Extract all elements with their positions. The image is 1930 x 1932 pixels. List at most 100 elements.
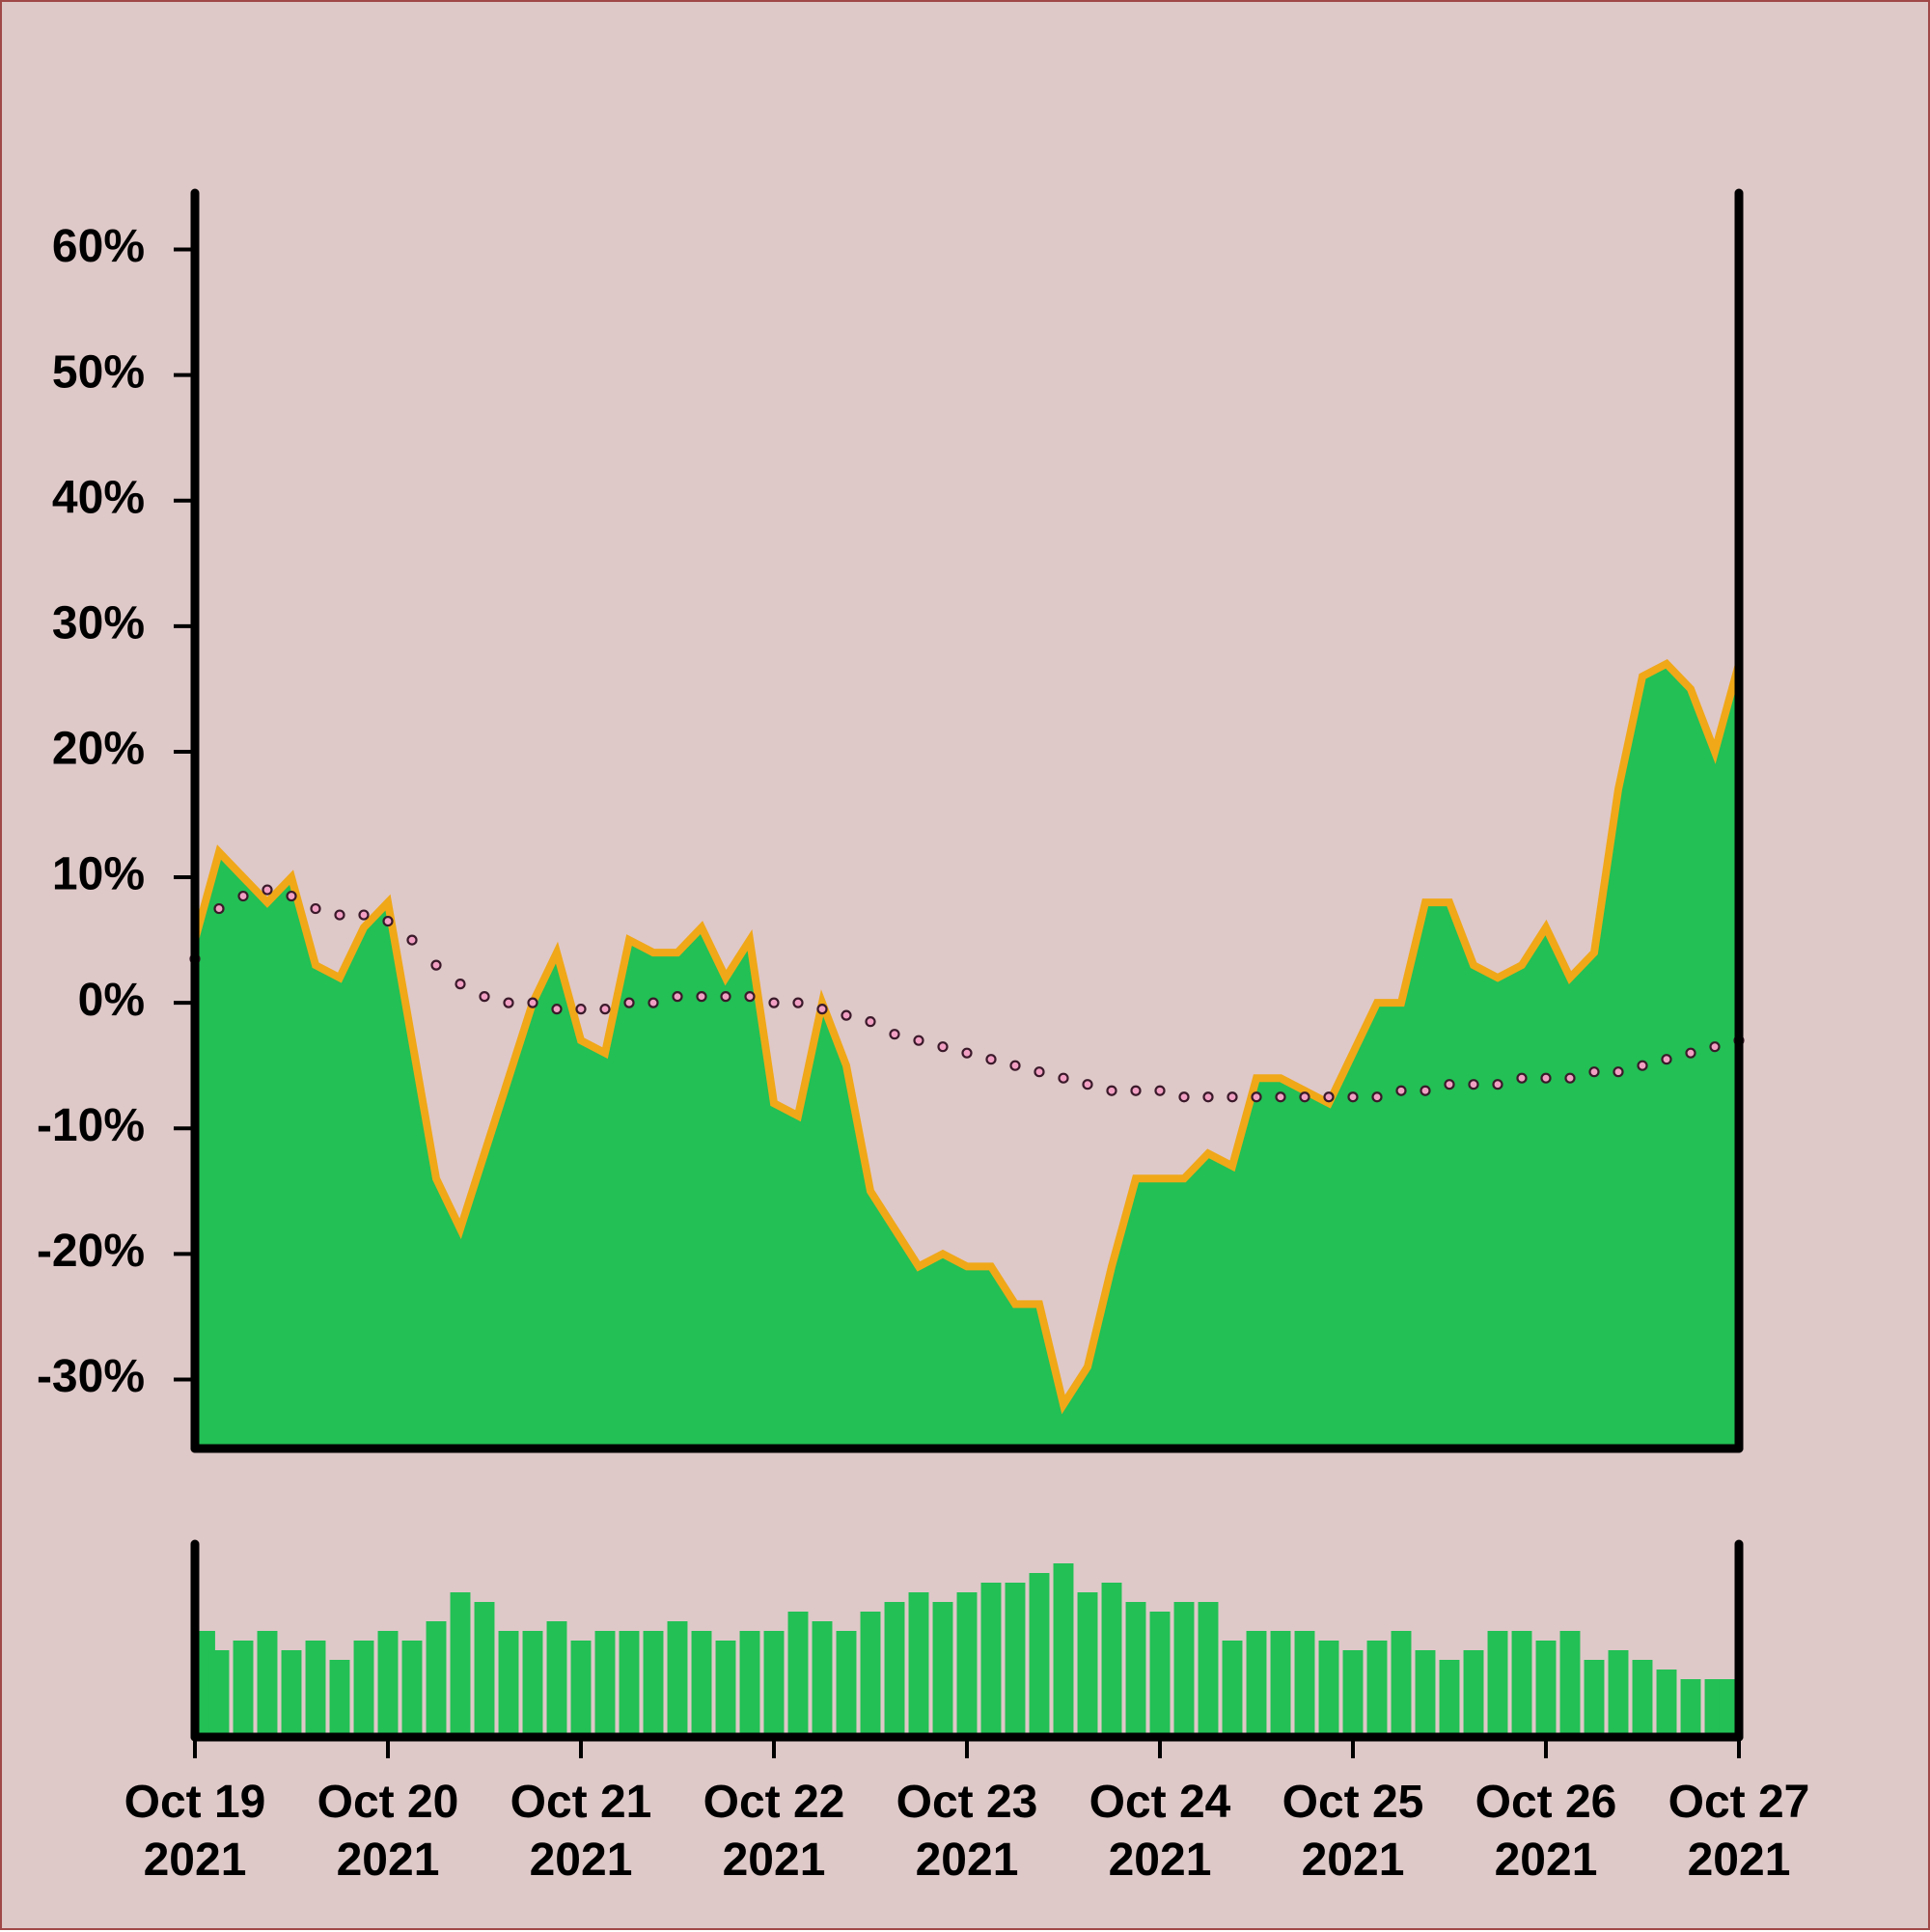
volume-bar	[932, 1602, 953, 1737]
volume-bar	[1366, 1641, 1388, 1737]
volume-bar	[377, 1631, 399, 1737]
moving-average-point	[1130, 1085, 1142, 1096]
volume-bar	[1415, 1650, 1436, 1737]
moving-average-point	[1516, 1072, 1528, 1084]
y-tick-label: 30%	[52, 598, 145, 649]
volume-bar	[1559, 1631, 1581, 1737]
volume-bar	[619, 1631, 640, 1737]
moving-average-point	[1347, 1091, 1359, 1103]
moving-average-point	[1540, 1072, 1552, 1084]
moving-average-point	[1395, 1085, 1407, 1096]
volume-bar	[715, 1641, 736, 1737]
moving-average-point	[237, 890, 249, 902]
moving-average-point	[696, 991, 707, 1003]
moving-average-point	[648, 997, 659, 1008]
moving-average-point	[1202, 1091, 1214, 1103]
volume-bar	[812, 1621, 833, 1737]
moving-average-point	[1251, 1091, 1262, 1103]
volume-bar	[956, 1592, 978, 1737]
volume-bar	[1608, 1650, 1629, 1737]
moving-average-point	[406, 934, 418, 946]
volume-bar	[1342, 1650, 1364, 1737]
volume-bar	[1149, 1612, 1171, 1737]
moving-average-point	[1468, 1079, 1479, 1090]
y-tick-label: 10%	[52, 849, 145, 900]
moving-average-point	[358, 909, 370, 921]
moving-average-point	[575, 1004, 587, 1015]
volume-bar	[474, 1602, 495, 1737]
volume-bar	[860, 1612, 881, 1737]
moving-average-point	[1420, 1085, 1431, 1096]
y-tick-label: 60%	[52, 221, 145, 272]
volume-bar	[450, 1592, 471, 1737]
moving-average-point	[310, 902, 321, 915]
moving-average-point	[865, 1016, 876, 1028]
volume-bar	[884, 1602, 905, 1737]
moving-average-point	[985, 1054, 997, 1065]
volume-bar	[1487, 1631, 1508, 1737]
moving-average-point	[213, 902, 225, 915]
area-edge	[191, 658, 1743, 1415]
volume-bar	[208, 1650, 230, 1737]
moving-average-point	[599, 1004, 611, 1015]
moving-average-point	[262, 884, 273, 896]
moving-average-point	[720, 991, 731, 1003]
moving-average-point	[479, 991, 490, 1003]
moving-average-point	[382, 915, 394, 927]
volume-bar	[1680, 1679, 1701, 1737]
volume-bar	[426, 1621, 447, 1737]
volume-bar	[1029, 1573, 1050, 1737]
moving-average-point	[1444, 1079, 1455, 1090]
moving-average-point	[937, 1041, 949, 1053]
moving-average-point	[1613, 1066, 1624, 1078]
volume-bar	[594, 1631, 616, 1737]
moving-average-point	[1637, 1060, 1648, 1071]
volume-bar	[787, 1612, 809, 1737]
volume-bar	[1270, 1631, 1291, 1737]
volume-bar	[908, 1592, 929, 1737]
volume-bar	[257, 1631, 278, 1737]
volume-bar	[546, 1621, 567, 1737]
y-tick-label: 40%	[52, 472, 145, 523]
moving-average-point	[1299, 1091, 1310, 1103]
volume-bar	[1005, 1583, 1026, 1737]
volume-bar	[739, 1631, 760, 1737]
volume-bar	[353, 1641, 374, 1737]
volume-bar	[1294, 1631, 1315, 1737]
moving-average-point	[961, 1047, 973, 1059]
x-tick-label: Oct 26 2021	[1475, 1777, 1617, 1886]
moving-average-point	[1058, 1072, 1069, 1084]
volume-bar	[1198, 1602, 1219, 1737]
x-tick-label: Oct 27 2021	[1668, 1777, 1810, 1886]
volume-bar	[498, 1631, 519, 1737]
moving-average-point	[551, 1004, 563, 1015]
moving-average-point	[768, 997, 780, 1008]
moving-average-point	[1371, 1091, 1383, 1103]
moving-average-point	[913, 1035, 924, 1046]
y-tick-label: -30%	[37, 1351, 145, 1402]
moving-average-point	[1034, 1066, 1045, 1078]
volume-bar	[522, 1631, 543, 1737]
volume-bar	[1053, 1563, 1074, 1737]
moving-average-point	[1588, 1066, 1600, 1078]
moving-average-point	[455, 979, 466, 990]
x-tick-label: Oct 21 2021	[510, 1777, 652, 1886]
moving-average-point	[503, 997, 514, 1008]
volume-bar	[1463, 1650, 1484, 1737]
moving-average-point	[1323, 1091, 1335, 1103]
volume-bar	[1222, 1641, 1243, 1737]
moving-average-point	[1154, 1085, 1166, 1096]
volume-bar	[1173, 1602, 1195, 1737]
moving-average-point	[286, 890, 297, 902]
moving-average-point	[1009, 1060, 1021, 1071]
volume-bar	[667, 1621, 688, 1737]
volume-bar	[1391, 1631, 1412, 1737]
y-tick-label: 0%	[78, 975, 145, 1026]
moving-average-point	[744, 991, 756, 1003]
volume-bar	[329, 1660, 350, 1737]
area	[195, 663, 1739, 1449]
moving-average-point	[1709, 1041, 1721, 1053]
moving-average-point	[334, 909, 345, 921]
volume-bar	[1125, 1602, 1146, 1737]
y-tick-label: -10%	[37, 1100, 145, 1151]
